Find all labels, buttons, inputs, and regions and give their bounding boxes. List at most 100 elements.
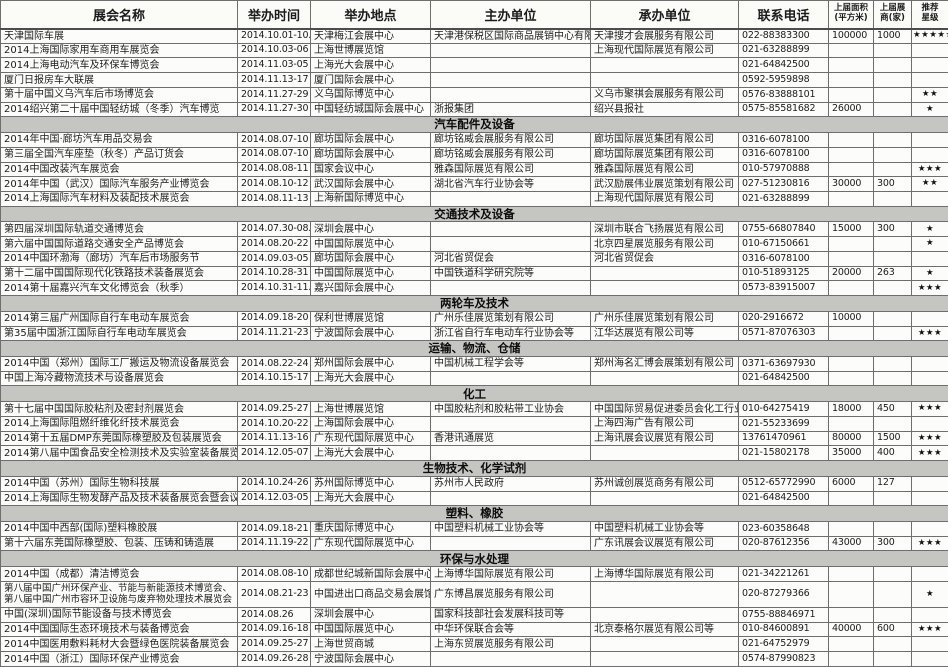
cell-name: 2014第十届嘉兴汽车文化博览会（秋季） bbox=[0, 280, 238, 297]
cell-name: 第三届全国汽车座垫（秋冬）产品订货会 bbox=[0, 146, 238, 163]
cell-phone: 0316-6078100 bbox=[738, 250, 829, 267]
cell-area bbox=[828, 521, 874, 537]
cell-stars: ★ bbox=[911, 580, 948, 608]
cell-date: 2014.10.28-31 bbox=[237, 265, 311, 282]
cell-date: 2014.11.03-05 bbox=[237, 57, 311, 74]
cell-exhibitors bbox=[873, 521, 912, 537]
cell-name: 第十届中国义乌汽车后市场博览会 bbox=[0, 86, 238, 103]
cell-venue: 廊坊国际会展中心 bbox=[310, 250, 431, 267]
col-header-last-exhibitors-line2: 商(家) bbox=[880, 13, 905, 24]
cell-area: 30000 bbox=[828, 176, 874, 192]
cell-stars bbox=[911, 475, 948, 492]
cell-host bbox=[430, 415, 591, 432]
cell-phone: 021-55233699 bbox=[738, 415, 829, 432]
cell-stars: ★★★ bbox=[911, 280, 948, 297]
table-row: 2014上海国际阻燃纤维化纤技术展览会 2014.10.20-22 上海国际会展中心… bbox=[0, 415, 948, 432]
cell-organizer: 武汉励展伟业展览策划有限公司 bbox=[590, 176, 739, 192]
cell-organizer bbox=[590, 57, 739, 74]
table-row: 2014上海国际汽车材料及装配技术展览会 2014.08.11-13 上海新国际博览… bbox=[0, 190, 948, 207]
cell-name: 2014中国（浙江）国际环保产业博览会 bbox=[0, 651, 238, 667]
cell-area bbox=[828, 370, 874, 387]
cell-venue: 中国国际展览中心 bbox=[310, 236, 431, 252]
cell-venue: 廊坊国际会展中心 bbox=[310, 132, 431, 148]
cell-exhibitors bbox=[873, 57, 912, 74]
cell-name: 中国上海冷藏物流技术与设备展览会 bbox=[0, 370, 238, 387]
cell-stars bbox=[911, 370, 948, 387]
cell-organizer: 廊坊国际展览集团有限公司 bbox=[590, 132, 739, 148]
cell-name: 2014年中国（武汉）国际汽车服务产业博览会 bbox=[0, 176, 238, 192]
cell-area bbox=[828, 636, 874, 653]
table-row: 第十六届东莞国际橡塑胶、包装、压铸和铸造展 2014.11.19-22 广东现代国际… bbox=[0, 535, 948, 552]
col-header-last-exhibitors-line1: 上届展 bbox=[879, 3, 906, 14]
cell-date: 2014.12.03-05 bbox=[237, 490, 311, 507]
cell-exhibitors bbox=[873, 236, 912, 252]
table-row: 2014第十五届DMP东莞国际橡塑胶及包装展览会 2014.11.13-16 广东现… bbox=[0, 430, 948, 447]
cell-venue: 中国国际展览中心 bbox=[310, 621, 431, 638]
cell-date: 2014.09.03-05 bbox=[237, 250, 311, 267]
cell-organizer bbox=[590, 606, 739, 623]
cell-name: 2014第三届广州国际自行车电动车展览会 bbox=[0, 310, 238, 327]
cell-host bbox=[430, 535, 591, 552]
cell-stars bbox=[911, 566, 948, 582]
cell-area bbox=[828, 415, 874, 432]
table-header: 展会名称 举办时间 举办地点 主办单位 承办单位 联系电话 上届面积 (平方米)… bbox=[0, 0, 948, 30]
cell-phone: 021-34221261 bbox=[738, 566, 829, 582]
cell-area: 40000 bbox=[828, 621, 874, 638]
cell-name: 天津国际车展 bbox=[0, 28, 238, 44]
cell-host: 广东博昌展览服务有限公司 bbox=[430, 580, 591, 608]
cell-organizer: 天津搜才会展服务有限公司 bbox=[590, 28, 739, 44]
cell-stars bbox=[911, 636, 948, 653]
cell-phone: 0755-88846971 bbox=[738, 606, 829, 623]
cell-exhibitors bbox=[873, 415, 912, 432]
cell-area: 35000 bbox=[828, 445, 874, 462]
cell-venue: 深圳会展中心 bbox=[310, 606, 431, 623]
cell-exhibitors bbox=[873, 606, 912, 623]
cell-phone: 021-63288899 bbox=[738, 42, 829, 59]
cell-organizer bbox=[590, 580, 739, 608]
cell-name: 2014年中国·廊坊汽车用品交易会 bbox=[0, 132, 238, 148]
cell-stars bbox=[911, 356, 948, 372]
cell-stars: ★★★ bbox=[911, 325, 948, 342]
cell-phone: 020-2916672 bbox=[738, 310, 829, 327]
cell-host: 上海博华国际展览有限公司 bbox=[430, 566, 591, 582]
cell-area bbox=[828, 356, 874, 372]
table-body: 天津国际车展2014.10.01-10.06天津梅江会展中心天津港保税区国际商品… bbox=[0, 28, 948, 667]
table-row: 2014第十届嘉兴汽车文化博览会（秋季）2014.10.31-11.02嘉兴国际… bbox=[0, 280, 948, 297]
table-row: 2014中国（浙江）国际环保产业博览会 2014.09.26-28 宁波国际会展中心… bbox=[0, 651, 948, 667]
cell-stars: ★★★ bbox=[911, 445, 948, 462]
cell-exhibitors: 300 bbox=[873, 176, 912, 192]
col-header-last-area: 上届面积 (平方米) bbox=[828, 0, 874, 30]
cell-date: 2014.11.21-23 bbox=[237, 325, 311, 342]
cell-name: 第十七届中国国际胶粘剂及密封剂展览会 bbox=[0, 401, 238, 417]
cell-name: 2014上海电动汽车及环保车博览会 bbox=[0, 57, 238, 74]
table-row: 2014中国（苏州）国际生物科技展 2014.10.24-26 苏州国际博览中心 苏州… bbox=[0, 475, 948, 492]
cell-area: 20000 bbox=[828, 265, 874, 282]
cell-stars: ★★★ bbox=[911, 161, 948, 178]
cell-venue: 中国轻纺城国际会展中心 bbox=[310, 101, 431, 118]
cell-organizer: 上海讯展会议展览有限公司 bbox=[590, 430, 739, 447]
cell-host: 苏州市人民政府 bbox=[430, 475, 591, 492]
cell-phone: 021-63288899 bbox=[738, 190, 829, 207]
cell-stars bbox=[911, 250, 948, 267]
cell-venue: 上海光大会展中心 bbox=[310, 57, 431, 74]
cell-venue: 上海世博展览馆 bbox=[310, 401, 431, 417]
cell-name: 2014上海国际家用车商用车展览会 bbox=[0, 42, 238, 59]
cell-venue: 宁波国际会展中心 bbox=[310, 651, 431, 667]
section-title: 化工 bbox=[0, 385, 948, 403]
cell-organizer: 中国塑料机械工业协会等 bbox=[590, 521, 739, 537]
cell-organizer: 上海现代国际展览有限公司 bbox=[590, 190, 739, 207]
cell-phone: 010-64275419 bbox=[738, 401, 829, 417]
cell-date: 2014.11.13-17 bbox=[237, 72, 311, 88]
cell-stars bbox=[911, 651, 948, 667]
cell-date: 2014.09.18-20 bbox=[237, 310, 311, 327]
cell-name: 2014中国（成都）清洁博览会 bbox=[0, 566, 238, 582]
cell-name: 第十二届中国国际现代化铁路技术装备展览会 bbox=[0, 265, 238, 282]
cell-organizer: 北京四星展览服务有限公司 bbox=[590, 236, 739, 252]
cell-area bbox=[828, 236, 874, 252]
cell-area bbox=[828, 580, 874, 608]
cell-host bbox=[430, 490, 591, 507]
cell-phone: 0316-6078100 bbox=[738, 146, 829, 163]
cell-phone: 0512-65772990 bbox=[738, 475, 829, 492]
cell-date: 2014.09.16-18 bbox=[237, 621, 311, 638]
cell-date: 2014.09.18-21 bbox=[237, 521, 311, 537]
